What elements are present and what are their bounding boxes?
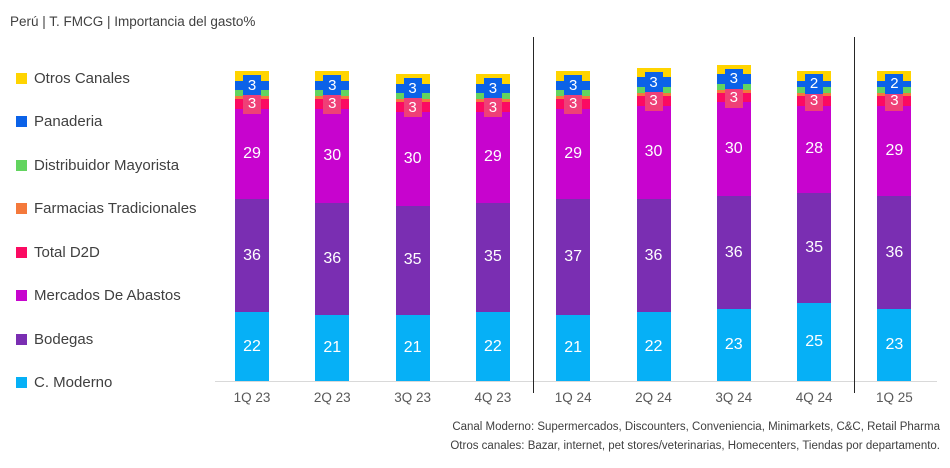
data-label-total-d2d: 3	[724, 87, 743, 108]
legend-swatch-distribuidor-mayorista	[16, 159, 27, 171]
data-label-panaderia: 3	[403, 78, 422, 99]
legend-item-farmacias-tradicionales: Farmacias Tradicionales	[16, 199, 197, 219]
legend-item-bodegas: Bodegas	[16, 329, 93, 349]
x-axis-label-4q-24: 4Q 24	[795, 390, 833, 405]
data-label-total-d2d: 3	[644, 90, 663, 111]
x-axis-label-2q-23: 2Q 23	[313, 390, 351, 405]
legend-swatch-farmacias-tradicionales	[16, 203, 27, 214]
legend-label: Total D2D	[34, 243, 100, 261]
bar-segment-mercados-de-abastos: 29	[556, 108, 591, 200]
bar-segment-mercados-de-abastos: 30	[395, 111, 430, 206]
bar-segment-bodegas: 36	[315, 202, 350, 316]
legend-label: Distribuidor Mayorista	[34, 156, 180, 174]
bar-segment-mercados-de-abastos: 29	[235, 108, 269, 200]
x-axis-label-3q-24: 3Q 24	[715, 390, 753, 405]
legend-swatch-bodegas	[16, 333, 27, 345]
data-label-panaderia: 3	[644, 72, 663, 93]
x-axis-label-1q-23: 1Q 23	[233, 390, 271, 405]
bar-segment-c-moderno: 22	[475, 312, 510, 381]
bar-segment-bodegas: 36	[235, 199, 269, 313]
bar-segment-c-moderno: 22	[636, 312, 671, 381]
page-title: Perú | T. FMCG | Importancia del gasto%	[10, 14, 256, 29]
x-axis-label-1q-25: 1Q 25	[876, 390, 913, 405]
bar-segment-c-moderno: 23	[716, 309, 751, 381]
data-label-panaderia: 3	[564, 75, 583, 96]
legend-swatch-total-d2d	[16, 246, 27, 258]
legend-label: Bodegas	[34, 330, 94, 348]
x-axis-label-1q-24: 1Q 24	[554, 390, 592, 405]
bar-segment-mercados-de-abastos: 30	[636, 105, 671, 200]
x-axis-label-3q-23: 3Q 23	[394, 390, 431, 405]
bar-segment-c-moderno: 21	[315, 315, 350, 381]
bar-segment-mercados-de-abastos: 30	[315, 108, 350, 203]
data-label-total-d2d: 3	[483, 97, 502, 118]
bar-segment-mercados-de-abastos: 28	[797, 105, 832, 194]
legend-swatch-otros-canales	[16, 72, 27, 84]
legend-label: Farmacias Tradicionales	[34, 200, 197, 217]
bar-segment-bodegas: 37	[556, 199, 591, 316]
bar-segment-bodegas: 36	[716, 196, 751, 309]
legend-label: Mercados De Abastos	[34, 287, 181, 304]
footnote-line-1: Canal Moderno: Supermercados, Discounter…	[452, 421, 940, 433]
legend-swatch-c-moderno	[16, 377, 27, 388]
data-label-panaderia: 2	[805, 73, 824, 94]
bar-segment-bodegas: 35	[475, 202, 510, 313]
data-label-total-d2d: 3	[885, 90, 904, 111]
legend-label: C. Moderno	[34, 374, 113, 391]
data-label-total-d2d: 3	[243, 93, 261, 114]
bar-segment-mercados-de-abastos: 29	[475, 111, 510, 203]
x-axis-label-2q-24: 2Q 24	[635, 390, 672, 405]
data-label-panaderia: 3	[724, 68, 743, 89]
bar-segment-mercados-de-abastos: 30	[716, 102, 751, 197]
data-label-panaderia: 3	[323, 75, 342, 96]
bar-segment-bodegas: 35	[395, 205, 430, 316]
legend-item-panaderia: Panaderia	[16, 112, 102, 132]
legend-item-total-d2d: Total D2D	[16, 242, 100, 262]
bar-segment-mercados-de-abastos: 29	[877, 105, 912, 197]
data-label-total-d2d: 3	[564, 93, 583, 114]
footnote-line-2: Otros canales: Bazar, internet, pet stor…	[450, 440, 940, 452]
bar-segment-c-moderno: 21	[556, 315, 591, 381]
bar-segment-c-moderno: 23	[877, 309, 912, 381]
legend-item-mercados-de-abastos: Mercados De Abastos	[16, 286, 181, 306]
legend-item-otros-canales: Otros Canales	[16, 68, 130, 88]
year-divider-line	[854, 37, 856, 393]
data-label-panaderia: 3	[243, 75, 261, 96]
legend-item-c-moderno: C. Moderno	[16, 373, 112, 393]
data-label-total-d2d: 3	[805, 90, 824, 111]
legend-label: Otros Canales	[34, 69, 130, 87]
bar-segment-c-moderno: 25	[797, 302, 832, 381]
bar-segment-bodegas: 35	[797, 193, 832, 303]
data-label-panaderia: 2	[885, 73, 904, 94]
bar-segment-c-moderno: 22	[235, 312, 269, 381]
legend-label: Panaderia	[34, 113, 103, 130]
legend-item-distribuidor-mayorista: Distribuidor Mayorista	[16, 155, 179, 175]
bar-segment-bodegas: 36	[636, 199, 671, 313]
legend-swatch-panaderia	[16, 116, 27, 127]
data-label-total-d2d: 3	[323, 93, 342, 114]
data-label-total-d2d: 3	[403, 97, 422, 118]
x-axis-line	[215, 381, 937, 382]
data-label-panaderia: 3	[483, 78, 502, 99]
legend-swatch-mercados-de-abastos	[16, 290, 27, 301]
bar-segment-bodegas: 36	[877, 196, 912, 309]
year-divider-line	[533, 37, 535, 393]
x-axis-label-4q-23: 4Q 23	[474, 390, 512, 405]
bar-segment-c-moderno: 21	[395, 315, 430, 381]
